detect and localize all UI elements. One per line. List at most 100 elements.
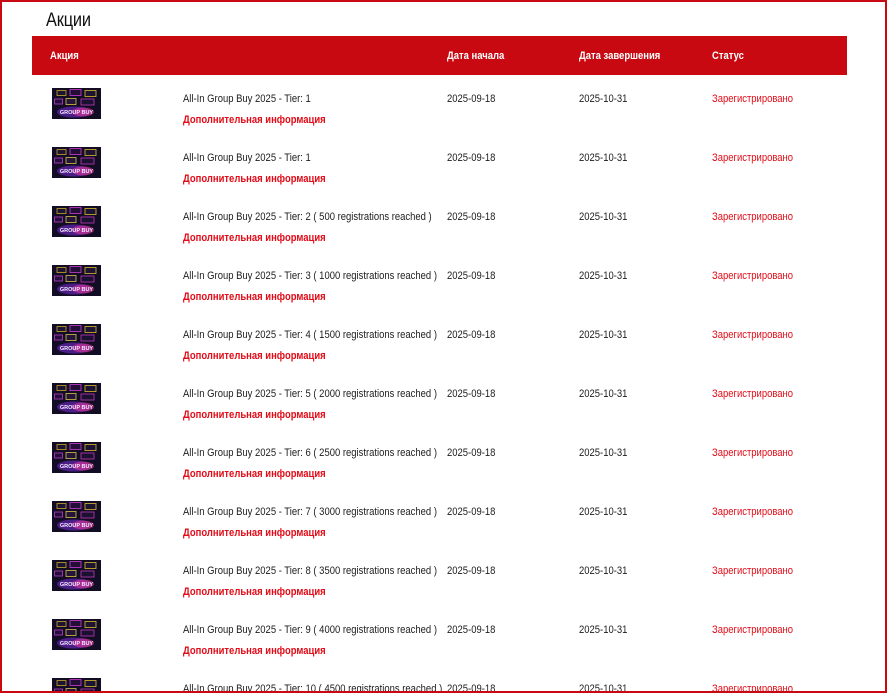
promotion-row: GROUP BUY All-In Group Buy 2025 - Tier: … [32,495,847,554]
status-badge: Зарегистрировано [712,565,794,577]
promo-title: All-In Group Buy 2025 - Tier: 10 ( 4500 … [183,683,443,693]
promo-info-cell: All-In Group Buy 2025 - Tier: 5 ( 2000 r… [183,377,447,423]
promotions-table: Акция Дата начала Дата завершения Статус [32,36,847,693]
page-title: Акции [46,10,91,31]
promo-info-cell: All-In Group Buy 2025 - Tier: 9 ( 4000 r… [183,613,447,659]
thumbnail-glow-text: GROUP BUY [60,523,94,529]
promo-banner-thumbnail-icon[interactable]: GROUP BUY [52,501,101,532]
more-info-link[interactable]: Дополнительная информация [183,232,326,244]
more-info-link[interactable]: Дополнительная информация [183,586,326,598]
promotion-row: GROUP BUY All-In Group Buy 2025 - Tier: … [32,436,847,495]
column-header-start-date: Дата начала [447,49,505,62]
promo-thumbnail-cell: GROUP BUY [32,613,183,650]
end-date-cell: 2025-10-31 [579,506,628,518]
more-info-link[interactable]: Дополнительная информация [183,350,326,362]
thumbnail-glow-text: GROUP BUY [60,169,94,175]
promo-info-cell: All-In Group Buy 2025 - Tier: 3 ( 1000 r… [183,259,447,305]
end-date-cell: 2025-10-31 [579,270,628,282]
start-date-cell: 2025-09-18 [447,565,496,577]
promo-title: All-In Group Buy 2025 - Tier: 1 [183,93,311,105]
thumbnail-glow-text: GROUP BUY [60,582,94,588]
promo-banner-thumbnail-icon[interactable]: GROUP BUY [52,324,101,355]
promo-info-cell: All-In Group Buy 2025 - Tier: 1 Дополнит… [183,141,447,187]
promo-title: All-In Group Buy 2025 - Tier: 1 [183,152,311,164]
promo-title: All-In Group Buy 2025 - Tier: 6 ( 2500 r… [183,447,437,459]
promo-thumbnail-cell: GROUP BUY [32,672,183,693]
more-info-link[interactable]: Дополнительная информация [183,645,326,657]
more-info-link[interactable]: Дополнительная информация [183,173,326,185]
promo-info-cell: All-In Group Buy 2025 - Tier: 4 ( 1500 r… [183,318,447,364]
status-badge: Зарегистрировано [712,683,794,693]
promotion-row: GROUP BUY All-In Group Buy 2025 - Tier: … [32,259,847,318]
promo-title: All-In Group Buy 2025 - Tier: 7 ( 3000 r… [183,506,437,518]
promo-info-cell: All-In Group Buy 2025 - Tier: 7 ( 3000 r… [183,495,447,541]
promotion-row: GROUP BUY All-In Group Buy 2025 - Tier: … [32,672,847,693]
promo-thumbnail-cell: GROUP BUY [32,377,183,414]
promo-info-cell: All-In Group Buy 2025 - Tier: 10 ( 4500 … [183,672,447,693]
promo-title: All-In Group Buy 2025 - Tier: 3 ( 1000 r… [183,270,437,282]
column-header-end-date: Дата завершения [579,49,661,62]
start-date-cell: 2025-09-18 [447,683,496,693]
promo-title: All-In Group Buy 2025 - Tier: 5 ( 2000 r… [183,388,437,400]
status-badge: Зарегистрировано [712,624,794,636]
promo-banner-thumbnail-icon[interactable]: GROUP BUY [52,265,101,296]
more-info-link[interactable]: Дополнительная информация [183,527,326,539]
promo-title: All-In Group Buy 2025 - Tier: 9 ( 4000 r… [183,624,437,636]
status-badge: Зарегистрировано [712,388,794,400]
promotion-row: GROUP BUY All-In Group Buy 2025 - Tier: … [32,318,847,377]
promo-thumbnail-cell: GROUP BUY [32,82,183,119]
thumbnail-glow-text: GROUP BUY [60,464,94,470]
thumbnail-glow-text: GROUP BUY [60,641,94,647]
promo-thumbnail-cell: GROUP BUY [32,495,183,532]
thumbnail-glow-text: GROUP BUY [60,405,94,411]
status-badge: Зарегистрировано [712,152,794,164]
start-date-cell: 2025-09-18 [447,270,496,282]
status-badge: Зарегистрировано [712,93,794,105]
status-badge: Зарегистрировано [712,447,794,459]
start-date-cell: 2025-09-18 [447,624,496,636]
promotion-row: GROUP BUY All-In Group Buy 2025 - Tier: … [32,377,847,436]
promo-thumbnail-cell: GROUP BUY [32,554,183,591]
promo-thumbnail-cell: GROUP BUY [32,436,183,473]
column-header-status: Статус [712,49,744,62]
thumbnail-glow-text: GROUP BUY [60,287,94,293]
thumbnail-glow-text: GROUP BUY [60,228,94,234]
promo-title: All-In Group Buy 2025 - Tier: 2 ( 500 re… [183,211,432,223]
promo-banner-thumbnail-icon[interactable]: GROUP BUY [52,88,101,119]
promotion-row: GROUP BUY All-In Group Buy 2025 - Tier: … [32,82,847,141]
promo-info-cell: All-In Group Buy 2025 - Tier: 8 ( 3500 r… [183,554,447,600]
end-date-cell: 2025-10-31 [579,93,628,105]
end-date-cell: 2025-10-31 [579,683,628,693]
start-date-cell: 2025-09-18 [447,388,496,400]
promotion-row: GROUP BUY All-In Group Buy 2025 - Tier: … [32,141,847,200]
promotion-row: GROUP BUY All-In Group Buy 2025 - Tier: … [32,554,847,613]
more-info-link[interactable]: Дополнительная информация [183,409,326,421]
table-header-row: Акция Дата начала Дата завершения Статус [32,36,847,75]
promo-banner-thumbnail-icon[interactable]: GROUP BUY [52,206,101,237]
promo-banner-thumbnail-icon[interactable]: GROUP BUY [52,619,101,650]
promo-banner-thumbnail-icon[interactable]: GROUP BUY [52,442,101,473]
start-date-cell: 2025-09-18 [447,211,496,223]
end-date-cell: 2025-10-31 [579,388,628,400]
promo-thumbnail-cell: GROUP BUY [32,200,183,237]
thumbnail-glow-text: GROUP BUY [60,346,94,352]
promo-banner-thumbnail-icon[interactable]: GROUP BUY [52,383,101,414]
start-date-cell: 2025-09-18 [447,329,496,341]
more-info-link[interactable]: Дополнительная информация [183,114,326,126]
promo-title: All-In Group Buy 2025 - Tier: 4 ( 1500 r… [183,329,437,341]
promo-banner-thumbnail-icon[interactable]: GROUP BUY [52,147,101,178]
promo-info-cell: All-In Group Buy 2025 - Tier: 6 ( 2500 r… [183,436,447,482]
end-date-cell: 2025-10-31 [579,447,628,459]
start-date-cell: 2025-09-18 [447,93,496,105]
more-info-link[interactable]: Дополнительная информация [183,468,326,480]
promo-title: All-In Group Buy 2025 - Tier: 8 ( 3500 r… [183,565,437,577]
promo-banner-thumbnail-icon[interactable]: GROUP BUY [52,560,101,591]
promotion-row: GROUP BUY All-In Group Buy 2025 - Tier: … [32,613,847,672]
promo-banner-thumbnail-icon[interactable]: GROUP BUY [52,678,101,693]
status-badge: Зарегистрировано [712,329,794,341]
more-info-link[interactable]: Дополнительная информация [183,291,326,303]
promo-thumbnail-cell: GROUP BUY [32,259,183,296]
end-date-cell: 2025-10-31 [579,565,628,577]
status-badge: Зарегистрировано [712,270,794,282]
